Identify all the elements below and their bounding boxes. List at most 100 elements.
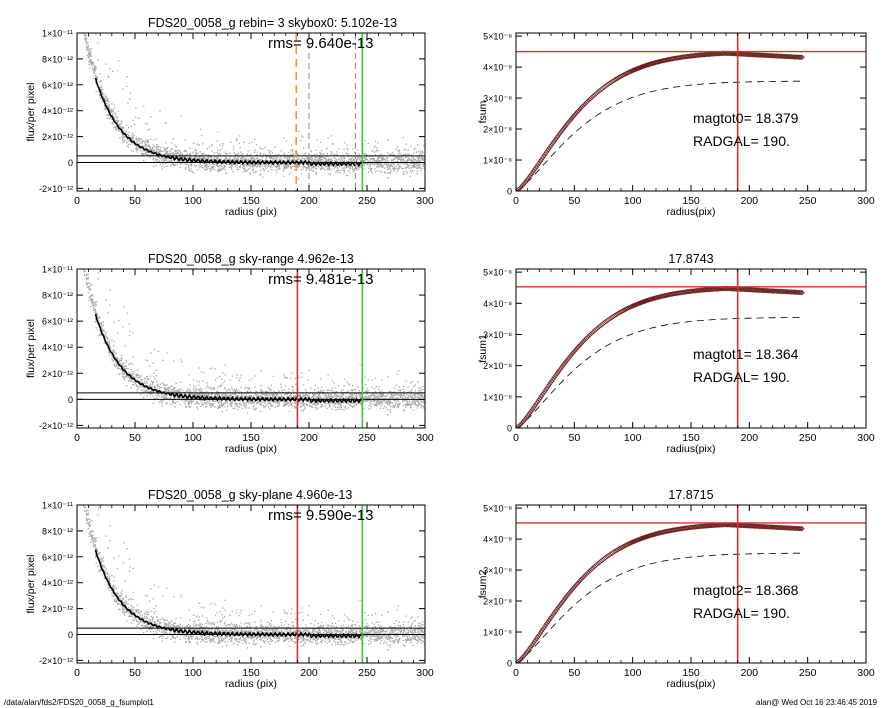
x-tick-label: 100: [624, 667, 642, 679]
rms-label: rms= 9.481e-13: [268, 271, 373, 288]
panel-right2: magtot1= 18.364 RADGAL= 190. 0 50 100 150 200 2…: [477, 252, 875, 455]
x-tick-label: 300: [416, 195, 434, 207]
scatter-points: [82, 33, 425, 180]
x-tick-label: 300: [416, 667, 434, 679]
x-tick-label: 100: [624, 195, 642, 207]
x-tick-label: 50: [129, 195, 141, 207]
panel-title: FDS20_0058_g sky-range 4.962e-13: [148, 252, 354, 266]
y-tick-label: 2×10⁻⁸: [483, 361, 512, 371]
x-tick-label: 200: [300, 667, 318, 679]
x-tick-label: 300: [857, 432, 875, 444]
x-tick-label: 300: [416, 432, 434, 444]
panel-title: FDS20_0058_g sky-plane 4.960e-13: [148, 488, 352, 502]
x-tick-label: 150: [242, 195, 260, 207]
footer-user-date: alan@ Wed Oct 16 23:46:45 2019: [756, 698, 877, 707]
y-tick-label: 4×10⁻¹²: [42, 343, 73, 353]
x-tick-label: 150: [682, 432, 700, 444]
x-tick-label: 100: [624, 432, 642, 444]
x-tick-label: 0: [513, 667, 519, 679]
y-tick-label: 4×10⁻⁸: [483, 535, 512, 545]
y-tick-label: 8×10⁻¹²: [42, 526, 73, 536]
y-axis-label: flux/per pixel: [25, 83, 37, 142]
x-tick-label: 0: [513, 432, 519, 444]
x-tick-label: 200: [741, 195, 759, 207]
x-tick-label: 50: [568, 432, 580, 444]
x-axis-label: radius(pix): [666, 206, 715, 218]
y-tick-label: -2×10⁻¹²: [39, 656, 73, 666]
y-axis-label: fsum: [477, 100, 489, 123]
y-tick-label: 6×10⁻¹²: [42, 80, 73, 90]
panel-right3: magtot2= 18.368 RADGAL= 190. 0 50 100 150 200 2…: [477, 488, 875, 690]
y-tick-label: 8×10⁻¹²: [42, 54, 73, 64]
y-tick-label: -2×10⁻¹²: [39, 184, 73, 194]
x-tick-label: 250: [358, 432, 376, 444]
y-axis-label: flux/per pixel: [25, 555, 37, 614]
panel-left2: rms= 9.481e-13 0 50 100 150 200 250 300 -2×10⁻¹²…: [25, 252, 434, 455]
y-tick-label: 0: [68, 395, 73, 405]
radgal-label: RADGAL= 190.: [693, 133, 790, 149]
magtot-label: magtot1= 18.364: [693, 346, 799, 362]
radgal-label: RADGAL= 190.: [693, 605, 790, 621]
x-tick-label: 50: [568, 667, 580, 679]
panel-left1: rms= 9.640e-13 0 50 100 150 200 250 300 -2×10⁻¹²…: [25, 16, 434, 218]
y-tick-label: 2×10⁻¹²: [42, 604, 73, 614]
y-tick-label: 4×10⁻⁸: [483, 63, 512, 73]
x-tick-label: 200: [300, 195, 318, 207]
y-tick-label: 0: [68, 158, 73, 168]
panel-right1: magtot0= 18.379 RADGAL= 190. 0 50 100 150 200 2…: [477, 32, 875, 218]
x-tick-label: 150: [242, 667, 260, 679]
cumulative-flux-markers: [516, 522, 805, 663]
x-tick-label: 200: [741, 432, 759, 444]
rms-label: rms= 9.640e-13: [268, 35, 373, 52]
x-tick-label: 50: [568, 195, 580, 207]
y-tick-label: -2×10⁻¹²: [39, 421, 73, 431]
x-tick-label: 250: [799, 432, 817, 444]
x-tick-label: 150: [682, 667, 700, 679]
y-tick-label: 5×10⁻⁸: [483, 32, 512, 42]
x-tick-label: 250: [358, 195, 376, 207]
panel-title: 17.8743: [668, 252, 713, 266]
y-tick-label: 6×10⁻¹²: [42, 317, 73, 327]
plot-area: [516, 269, 866, 428]
y-tick-label: 2×10⁻¹²: [42, 369, 73, 379]
plot-area: [77, 269, 425, 428]
cumulative-flux-markers: [516, 50, 805, 191]
plot-area: [77, 505, 425, 663]
x-tick-label: 150: [682, 195, 700, 207]
y-tick-label: 4×10⁻¹²: [42, 578, 73, 588]
y-tick-label: 1×10⁻¹¹: [42, 265, 73, 275]
profile-line: [94, 77, 364, 167]
x-tick-label: 100: [184, 667, 202, 679]
rms-label: rms= 9.590e-13: [268, 507, 373, 524]
x-tick-label: 100: [184, 432, 202, 444]
x-tick-label: 200: [300, 432, 318, 444]
y-tick-label: 5×10⁻⁸: [483, 504, 512, 514]
y-tick-label: 3×10⁻⁸: [483, 94, 512, 104]
panel-title: FDS20_0058_g rebin= 3 skybox0: 5.102e-13: [148, 16, 397, 30]
y-axis-label: fsum1: [477, 334, 489, 363]
plot-area: [77, 33, 425, 191]
x-axis-label: radius(pix): [666, 678, 715, 690]
y-tick-label: 2×10⁻⁸: [483, 597, 512, 607]
x-tick-label: 50: [129, 432, 141, 444]
y-tick-label: 6×10⁻¹²: [42, 552, 73, 562]
x-tick-label: 250: [358, 667, 376, 679]
x-axis-label: radius (pix): [225, 443, 277, 455]
x-axis-label: radius (pix): [225, 206, 277, 218]
y-tick-label: 0: [507, 424, 512, 434]
magtot-label: magtot0= 18.379: [693, 110, 799, 126]
x-tick-label: 150: [242, 432, 260, 444]
panel-title: 17.8715: [668, 488, 713, 502]
y-tick-label: 0: [507, 659, 512, 669]
y-tick-label: 1×10⁻⁸: [483, 156, 512, 166]
plot-area: [516, 33, 866, 191]
x-tick-label: 100: [184, 195, 202, 207]
panel-left3: rms= 9.590e-13 0 50 100 150 200 250 300 -2×10⁻¹²…: [25, 488, 434, 690]
x-tick-label: 250: [799, 195, 817, 207]
x-tick-label: 300: [857, 667, 875, 679]
y-tick-label: 2×10⁻⁸: [483, 125, 512, 135]
x-tick-label: 200: [741, 667, 759, 679]
radgal-label: RADGAL= 190.: [693, 369, 790, 385]
x-axis-label: radius(pix): [666, 443, 715, 455]
